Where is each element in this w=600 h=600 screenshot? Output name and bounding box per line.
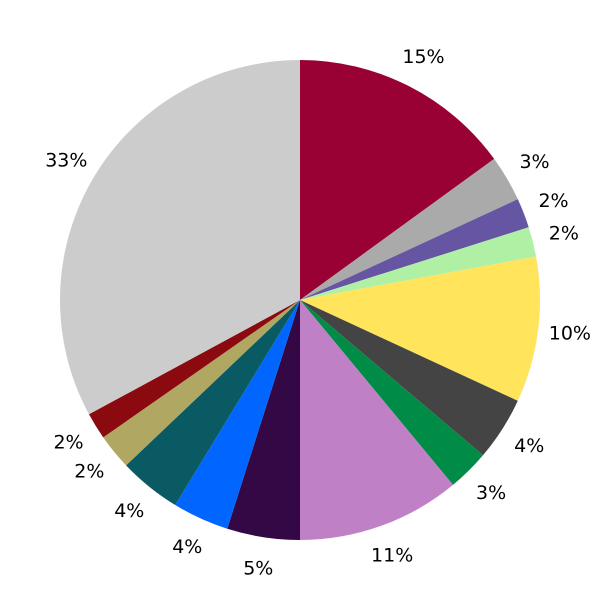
slice-label: 3% [519,151,549,173]
pie-slice [88,300,301,438]
pie-slices [59,60,541,540]
pie-slice [300,158,518,300]
pie-slice [126,300,300,506]
pie-slice [300,60,495,300]
slice-label: 10% [549,323,591,345]
slice-label: 3% [476,482,506,504]
pie-slice [103,300,301,466]
pie-labels: 15% 3% 2% 2% 10% 4% 3% 11% 5% 4% 4% 2% 2% 33% [45,46,591,579]
pie-slice [227,300,300,540]
pie-slice [300,300,453,540]
pie-slice [300,199,529,300]
slice-label: 2% [74,461,104,483]
slice-label: 4% [514,435,544,457]
pie-slice [59,60,301,415]
slice-label: 4% [114,500,144,522]
slice-label: 33% [45,149,87,171]
pie-slice [300,300,483,485]
slice-label: 11% [371,544,413,566]
slice-label: 15% [402,46,444,68]
pie-slice [175,300,300,529]
pie-slice [300,227,537,300]
slice-label: 2% [549,223,579,245]
slice-label: 4% [172,536,202,558]
slice-label: 2% [538,190,568,212]
pie-slice [300,300,518,456]
slice-label: 2% [53,431,83,453]
slice-label: 5% [243,557,273,579]
pie-slice [300,256,541,401]
